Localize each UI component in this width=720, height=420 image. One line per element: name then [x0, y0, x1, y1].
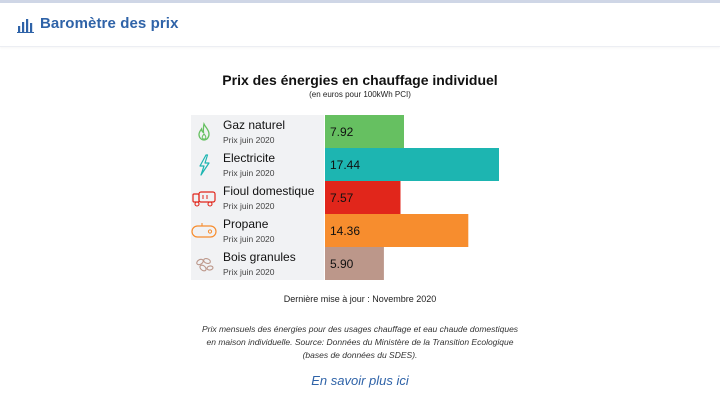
category-label: Propane — [223, 217, 269, 231]
chart-row: Fioul domestique Prix juin 2020 — [191, 181, 521, 214]
category-sublabel: Prix juin 2020 — [223, 267, 275, 277]
chart-subtitle: (en euros pour 100kWh PCI) — [309, 90, 411, 99]
top-border — [0, 0, 720, 3]
bar — [325, 181, 401, 214]
category-sublabel: Prix juin 2020 — [223, 234, 275, 244]
chart-title: Prix des énergies en chauffage individue… — [222, 72, 498, 88]
bar — [325, 148, 499, 181]
category-sublabel: Prix juin 2020 — [223, 135, 275, 145]
chart-row: Bois granules Prix juin 2020 — [191, 247, 521, 280]
header-bar: Baromètre des prix — [0, 3, 720, 47]
lightning-icon — [199, 154, 210, 176]
bar-chart-icon — [17, 19, 34, 33]
bar-value-label: 14.36 — [330, 224, 360, 238]
bar — [325, 247, 384, 280]
page-title: Baromètre des prix — [40, 15, 179, 32]
fuel-truck-icon — [192, 191, 216, 207]
last-updated-text: Dernière mise à jour : Novembre 2020 — [283, 294, 437, 304]
category-label: Bois granules — [223, 250, 296, 264]
bar-value-label: 5.90 — [330, 257, 354, 271]
source-description: Prix mensuels des énergies pour des usag… — [201, 324, 519, 360]
bar-value-label: 7.57 — [330, 191, 354, 205]
chart-row: Propane Prix juin 2020 — [191, 214, 521, 247]
category-sublabel: Prix juin 2020 — [223, 201, 275, 211]
category-sublabel: Prix juin 2020 — [223, 168, 275, 178]
bar-value-label: 17.44 — [330, 158, 360, 172]
learn-more-link[interactable]: En savoir plus ici — [311, 373, 409, 388]
chart-row: Electricite Prix juin 2020 — [191, 148, 521, 181]
gas-tank-icon — [191, 223, 217, 238]
bar — [325, 115, 404, 148]
category-label: Electricite — [223, 151, 276, 165]
wood-pellets-icon — [196, 257, 214, 272]
chart-label-panel — [191, 115, 324, 280]
chart-row: Gaz naturel Prix juin 2020 — [191, 115, 521, 148]
category-label: Fioul domestique — [223, 184, 315, 198]
bar — [325, 214, 469, 247]
bar-value-label: 7.92 — [330, 125, 354, 139]
category-label: Gaz naturel — [223, 118, 286, 132]
flame-icon — [198, 122, 210, 141]
